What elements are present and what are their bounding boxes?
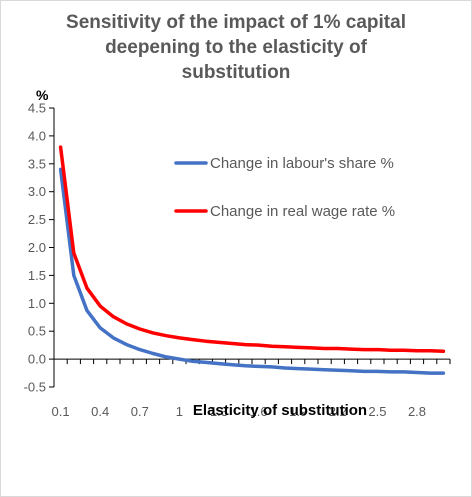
y-tick-label: 2.5 bbox=[28, 212, 46, 227]
x-tick-label: 1 bbox=[176, 404, 183, 419]
chart-title-line-2: deepening to the elasticity of bbox=[105, 37, 367, 58]
legend-label: Change in real wage rate % bbox=[210, 203, 395, 220]
x-tick-label: 2.5 bbox=[368, 404, 386, 419]
legend-label: Change in labour's share % bbox=[210, 155, 394, 172]
y-tick-label: 3.0 bbox=[28, 184, 46, 199]
x-tick-label: 0.4 bbox=[91, 404, 109, 419]
y-axis-label: % bbox=[36, 87, 49, 103]
y-tick-label: 2.0 bbox=[28, 240, 46, 255]
x-tick-label: 1.9 bbox=[289, 404, 307, 419]
y-tick-label: 4.5 bbox=[28, 101, 46, 116]
chart-title-line-1: Sensitivity of the impact of 1% capital bbox=[66, 12, 406, 33]
x-axis-label: Elasticity of substitution bbox=[193, 402, 367, 419]
x-tick-label: 0.7 bbox=[131, 404, 149, 419]
y-tick-label: 3.5 bbox=[28, 156, 46, 171]
legend: Change in labour's share % Change in real… bbox=[174, 155, 395, 220]
x-tick-label: 0.1 bbox=[52, 404, 70, 419]
x-tick-label: 1.6 bbox=[250, 404, 268, 419]
axes: 4.5 4.0 3.5 3.0 2.5 2.0 1.5 1.0 0.5 0.0 -0.5 0.1 0.4… bbox=[24, 101, 451, 419]
y-tick-label: 1.0 bbox=[28, 296, 46, 311]
chart-title-line-3: substitution bbox=[181, 62, 291, 83]
series-layer bbox=[58, 145, 446, 375]
x-tick-label: 2.8 bbox=[408, 404, 426, 419]
real-wage-line bbox=[58, 145, 446, 354]
x-tick-label: 2.2 bbox=[329, 404, 347, 419]
y-tick-label: 0.5 bbox=[28, 324, 46, 339]
y-tick-label: 4.0 bbox=[28, 128, 46, 143]
labour-share-line bbox=[58, 167, 446, 375]
chart-title: Sensitivity of the impact of 1% capital … bbox=[20, 10, 452, 85]
x-tick-label: 1.3 bbox=[210, 404, 228, 419]
y-tick-label: 0.0 bbox=[28, 352, 46, 367]
y-tick-label: 1.5 bbox=[28, 268, 46, 283]
y-tick-label: -0.5 bbox=[24, 380, 46, 395]
